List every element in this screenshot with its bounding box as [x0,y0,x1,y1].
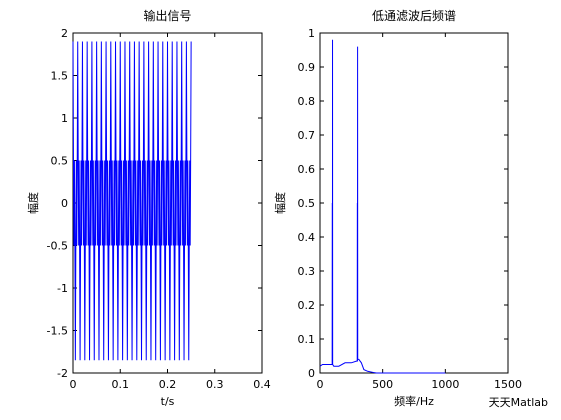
y-tick-label: 0.8 [298,95,316,108]
y-axis-label: 幅度 [273,192,287,214]
y-tick-label: 0.9 [298,61,316,74]
series-line [72,41,192,361]
chart-title: 低通滤波后频谱 [372,9,456,23]
y-tick-label: 0.5 [51,155,69,168]
y-tick-label: 0.4 [298,231,316,244]
series-line [319,39,446,374]
x-tick-label: 1000 [431,378,459,391]
y-tick-label: 1 [61,112,68,125]
x-tick-label: 0.2 [159,378,177,391]
x-tick-label: 0 [317,378,324,391]
y-tick-label: -0.5 [47,240,68,253]
x-tick-label: 0.1 [112,378,130,391]
x-axis-label: t/s [161,395,175,408]
x-tick-label: 0 [70,378,77,391]
watermark: 天天Matlab [489,396,548,409]
y-tick-label: 1.5 [51,70,69,83]
x-axis-label: 频率/Hz [394,394,434,408]
y-tick-label: 0.5 [298,197,316,210]
x-tick-label: 0.4 [253,378,271,391]
y-tick-label: 0.7 [298,129,316,142]
y-tick-label: 0.2 [298,299,316,312]
y-tick-label: 0.3 [298,265,316,278]
chart-title: 输出信号 [143,8,191,23]
y-axis-label: 幅度 [26,192,40,214]
y-tick-label: -1 [57,282,68,295]
y-tick-label: 2 [61,27,68,40]
y-tick-label: 0 [308,367,315,380]
x-tick-label: 1500 [494,378,522,391]
y-tick-label: -2 [57,367,68,380]
y-tick-label: 0.6 [298,163,316,176]
y-tick-label: 0 [61,197,68,210]
y-tick-label: 1 [308,27,315,40]
axes-box [319,32,509,374]
y-tick-label: -1.5 [47,325,68,338]
y-tick-label: 0.1 [298,333,316,346]
x-tick-label: 0.3 [206,378,224,391]
x-tick-label: 500 [372,378,393,391]
